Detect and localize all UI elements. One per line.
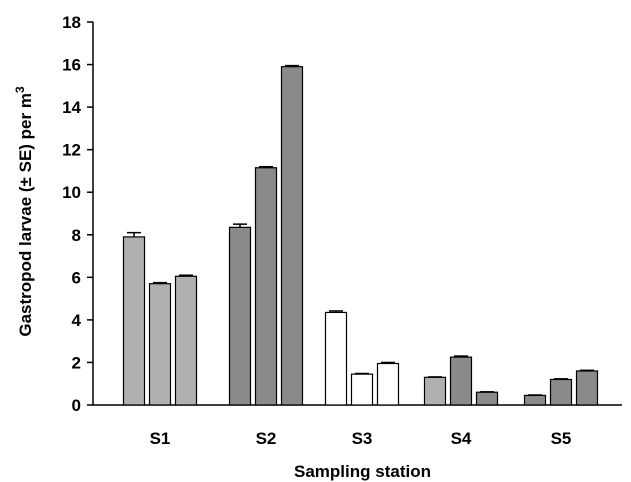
y-axis-title: Gastropod larvae (± SE) per m3 xyxy=(13,86,35,337)
bar xyxy=(122,236,146,406)
bar xyxy=(280,66,304,406)
bar xyxy=(254,167,278,406)
bar xyxy=(174,275,198,406)
x-tick-label: S3 xyxy=(352,429,373,448)
x-tick-label: S1 xyxy=(150,429,171,448)
bar xyxy=(228,226,252,406)
bar-group-s2 xyxy=(228,64,304,406)
y-tick-label: 16 xyxy=(62,56,81,75)
bar xyxy=(549,378,573,406)
y-tick-label: 0 xyxy=(72,396,81,415)
x-tick-label: S2 xyxy=(256,429,277,448)
y-tick-label: 2 xyxy=(72,353,81,372)
x-tick-label: S5 xyxy=(551,429,572,448)
bar xyxy=(523,394,547,406)
y-tick-label: 14 xyxy=(62,98,81,117)
y-ticks: 0 2 4 6 8 10 12 14 16 18 xyxy=(62,13,93,415)
bar-group-s4 xyxy=(423,355,499,406)
bar xyxy=(423,376,447,406)
x-ticks: S1 S2 S3 S4 S5 xyxy=(150,429,572,448)
y-axis-title-main: Gastropod larvae (± SE) per m xyxy=(16,93,35,337)
y-tick-label: 10 xyxy=(62,183,81,202)
y-tick-label: 8 xyxy=(72,226,81,245)
y-tick-label: 12 xyxy=(62,141,81,160)
y-tick-label: 6 xyxy=(72,268,81,287)
bar xyxy=(475,391,499,406)
bar xyxy=(148,283,172,406)
bar-group-s1 xyxy=(122,231,198,406)
x-tick-label: S4 xyxy=(451,429,472,448)
bar-group-s5 xyxy=(523,369,599,406)
y-tick-label: 4 xyxy=(72,311,82,330)
bar xyxy=(350,373,374,406)
bar xyxy=(449,356,473,406)
x-axis-title: Sampling station xyxy=(294,462,431,481)
bar xyxy=(376,362,400,406)
y-axis-title-superscript: 3 xyxy=(13,86,27,93)
bars xyxy=(122,64,599,406)
axes xyxy=(92,22,622,406)
y-tick-label: 18 xyxy=(62,13,81,32)
bar xyxy=(575,370,599,406)
bar-group-s3 xyxy=(324,310,400,406)
bar xyxy=(324,311,348,406)
